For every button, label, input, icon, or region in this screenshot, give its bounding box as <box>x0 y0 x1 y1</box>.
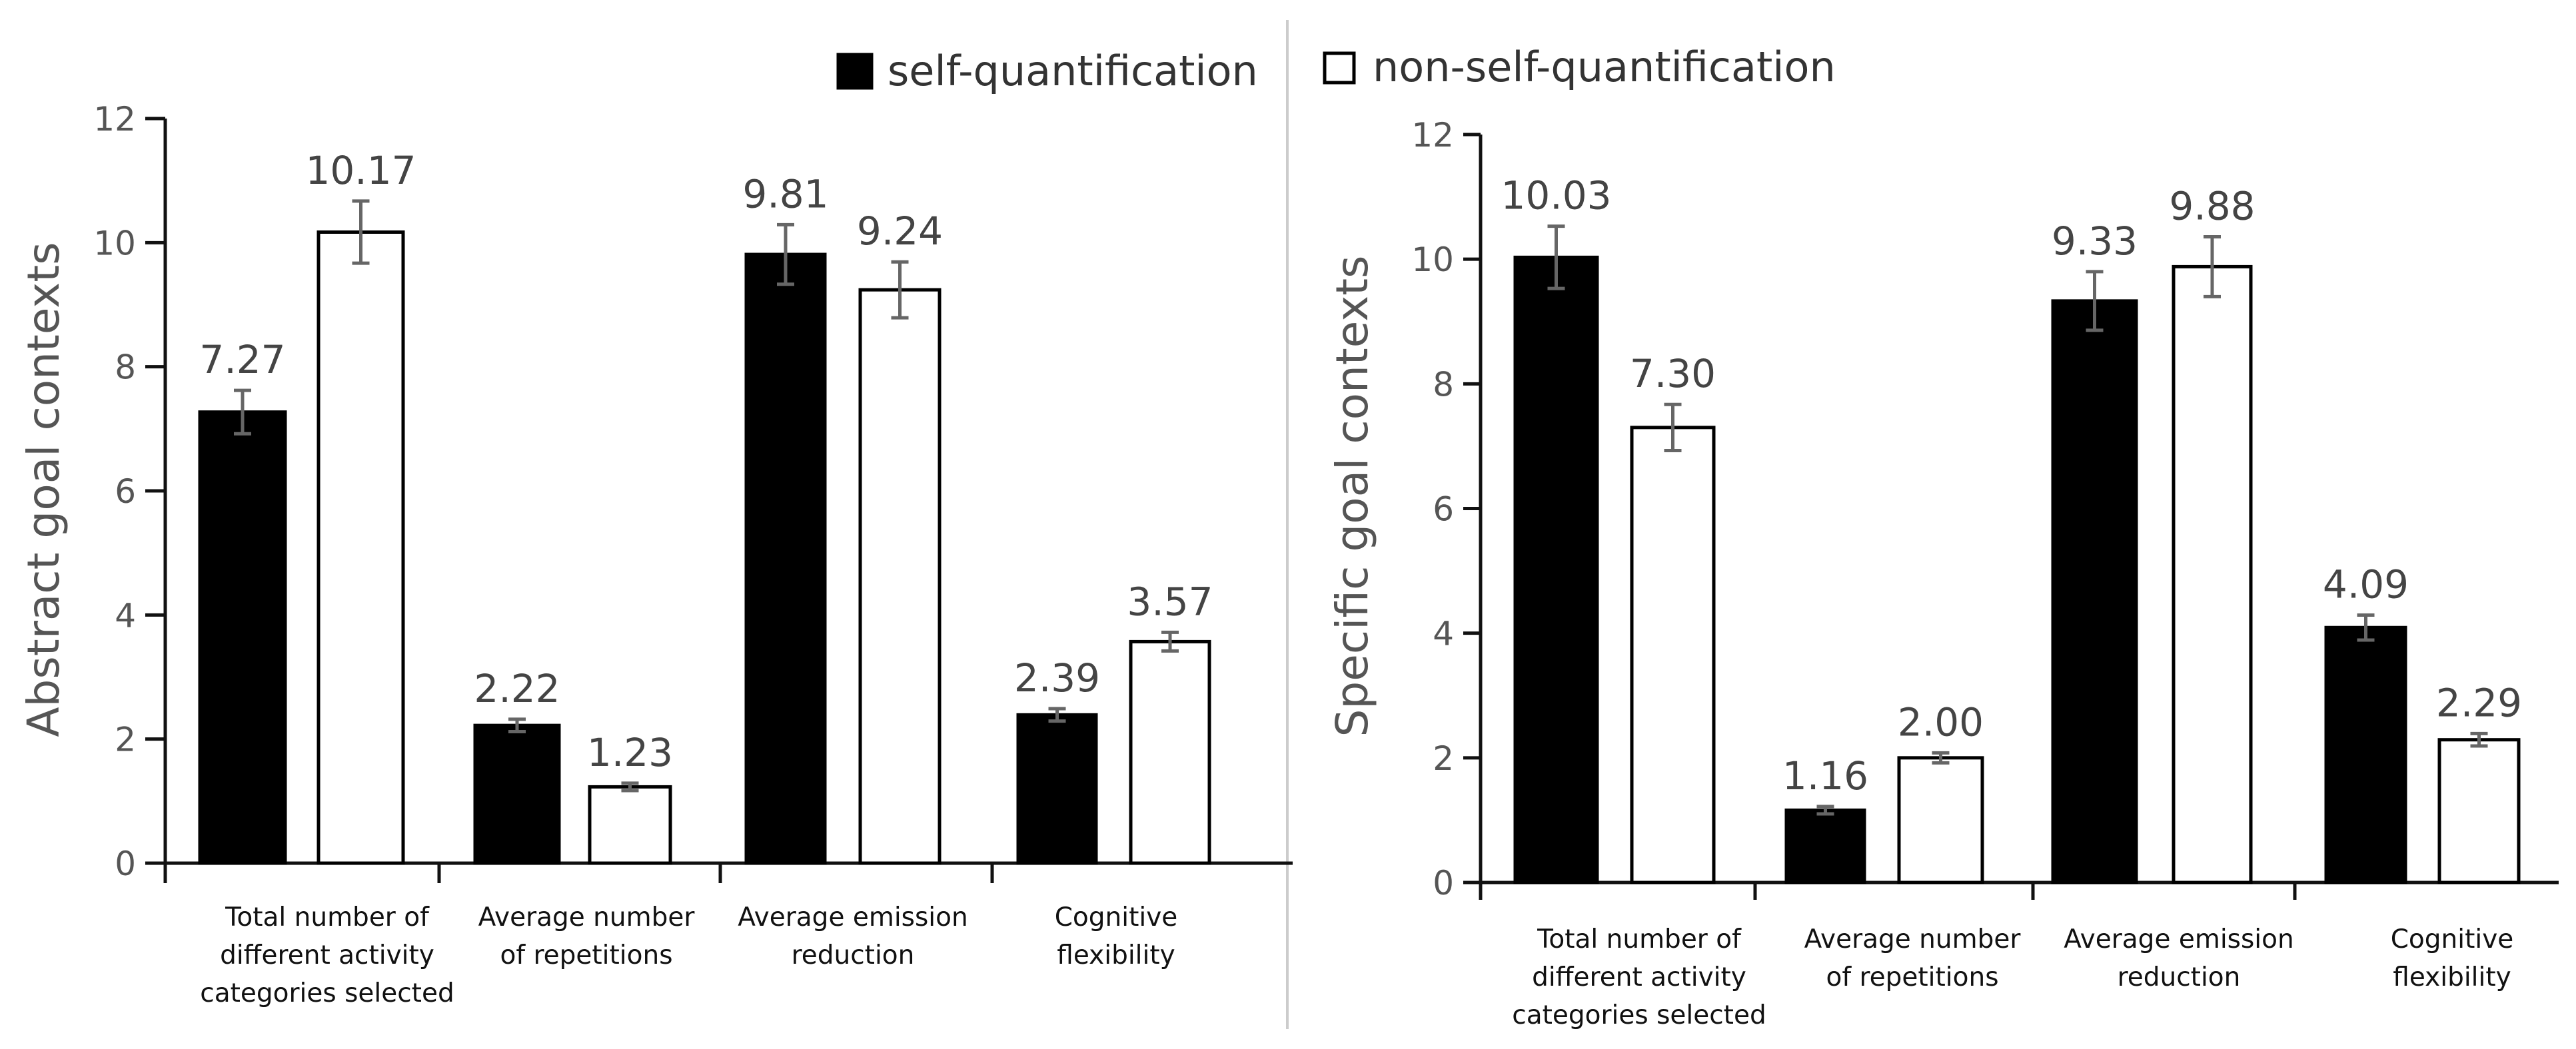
category-label-line: reduction <box>792 940 915 970</box>
data-label: 2.39 <box>1014 655 1100 701</box>
bar-self-quantification <box>1016 713 1098 865</box>
category-labels: Total number of different activity categor… <box>1512 924 2513 1030</box>
bar-self-quantification <box>744 252 827 865</box>
legend-swatch-non-self-quantification <box>1323 51 1356 85</box>
y-tick-label: 0 <box>115 845 136 883</box>
bar-self-quantification <box>1784 808 1866 884</box>
y-tick-label: 2 <box>115 721 136 759</box>
category-label-line: of repetitions <box>500 940 672 970</box>
data-label: 7.30 <box>1630 351 1716 396</box>
category-label: Total number of different activity categor… <box>200 902 454 1008</box>
bar-self-quantification <box>2324 625 2407 884</box>
y-tick-label: 4 <box>1433 615 1454 653</box>
y-tick-label: 4 <box>115 596 136 635</box>
y-tick-label: 8 <box>115 348 136 387</box>
category-label-line: Average number <box>478 902 696 932</box>
category-label: Average number of repetitions <box>478 902 696 970</box>
bar-non-self-quantification <box>588 785 672 865</box>
category-label: Average number of repetitions <box>1804 924 2022 992</box>
data-label: 2.00 <box>1898 699 1984 745</box>
bars <box>198 230 1211 865</box>
y-tick-label: 6 <box>1433 490 1454 529</box>
error-bars <box>1547 224 2488 816</box>
y-axis-label: Abstract goal contexts <box>18 242 69 737</box>
data-label: 1.23 <box>587 730 673 775</box>
data-label: 9.24 <box>857 208 943 254</box>
bar-non-self-quantification <box>858 288 942 865</box>
y-tick-label: 12 <box>93 100 136 139</box>
category-label: Cognitive flexibility <box>1055 902 1178 970</box>
data-label: 2.29 <box>2436 680 2522 725</box>
category-label-line: Total number of <box>1537 924 1742 954</box>
category-label-line: Average number <box>1804 924 2022 954</box>
data-label: 9.88 <box>2169 183 2255 228</box>
category-label-line: categories selected <box>200 978 454 1008</box>
category-label-line: different activity <box>1532 962 1746 992</box>
legend-label-non-self-quantification: non-self-quantification <box>1373 43 1836 91</box>
category-label-line: Average emission <box>738 902 967 932</box>
category-label: Cognitive flexibility <box>2391 924 2514 992</box>
bar-non-self-quantification <box>2172 264 2253 884</box>
data-label: 9.81 <box>742 171 828 216</box>
data-label: 9.33 <box>2052 218 2138 264</box>
category-label: Average emission reduction <box>2064 924 2293 992</box>
bar-non-self-quantification <box>1897 756 1984 884</box>
bar-non-self-quantification <box>2437 738 2521 884</box>
bar-self-quantification <box>198 410 287 865</box>
y-tick-label: 0 <box>1433 864 1454 902</box>
y-tick-label: 6 <box>115 472 136 511</box>
data-label: 4.09 <box>2323 562 2409 607</box>
category-label-line: flexibility <box>1057 940 1175 970</box>
category-label-line: Average emission <box>2064 924 2293 954</box>
data-label: 1.16 <box>1782 753 1868 799</box>
data-label: 3.57 <box>1127 579 1213 624</box>
y-tick-label: 10 <box>93 224 136 262</box>
bar-non-self-quantification <box>317 230 405 865</box>
category-label-line: Cognitive <box>1055 902 1178 932</box>
data-label: 10.17 <box>305 148 416 193</box>
data-label: 10.03 <box>1501 173 1611 218</box>
value-labels: 10.03 7.30 1.16 2.00 9.33 9.88 4.09 2.29 <box>1501 173 2522 799</box>
error-bars <box>234 199 1179 793</box>
y-tick-label: 8 <box>1433 365 1454 404</box>
category-label-line: Cognitive <box>2391 924 2514 954</box>
chart-abstract-goal-contexts: Abstract goal contexts 0 2 4 6 8 10 12 7.27 10.… <box>18 100 1293 1008</box>
category-labels: Total number of different activity categor… <box>200 902 1177 1008</box>
bar-non-self-quantification <box>1129 639 1211 865</box>
category-label: Average emission reduction <box>738 902 967 970</box>
chart-specific-goal-contexts: Specific goal contexts 0 2 4 6 8 10 12 10.03 7.… <box>1327 116 2559 1030</box>
category-label-line: flexibility <box>2393 962 2511 992</box>
y-ticks: 0 2 4 6 8 10 12 <box>93 100 165 883</box>
category-label-line: reduction <box>2118 962 2241 992</box>
legend-label-self-quantification: self-quantification <box>888 47 1258 95</box>
category-label-line: Total number of <box>225 902 430 932</box>
bar-self-quantification <box>2051 299 2138 884</box>
category-label-line: categories selected <box>1512 1000 1766 1030</box>
y-tick-label: 10 <box>1411 240 1454 279</box>
bar-non-self-quantification <box>1630 426 1716 884</box>
y-axis-label: Specific goal contexts <box>1327 255 1378 737</box>
category-label-line: of repetitions <box>1826 962 1998 992</box>
y-ticks: 0 2 4 6 8 10 12 <box>1411 116 1481 902</box>
y-tick-label: 12 <box>1411 116 1454 155</box>
bars <box>1513 255 2521 884</box>
category-label-line: different activity <box>220 940 434 970</box>
y-tick-label: 2 <box>1433 739 1454 778</box>
category-label: Total number of different activity categor… <box>1512 924 1766 1030</box>
data-label: 2.22 <box>474 666 560 711</box>
bar-self-quantification <box>1513 255 1599 884</box>
value-labels: 7.27 10.17 2.22 1.23 9.81 9.24 2.39 3.57 <box>199 148 1213 775</box>
legend-swatch-self-quantification <box>836 53 874 90</box>
bar-self-quantification <box>473 723 561 865</box>
data-label: 7.27 <box>199 337 285 382</box>
legend: self-quantification non-self-quantificat… <box>836 43 1836 95</box>
